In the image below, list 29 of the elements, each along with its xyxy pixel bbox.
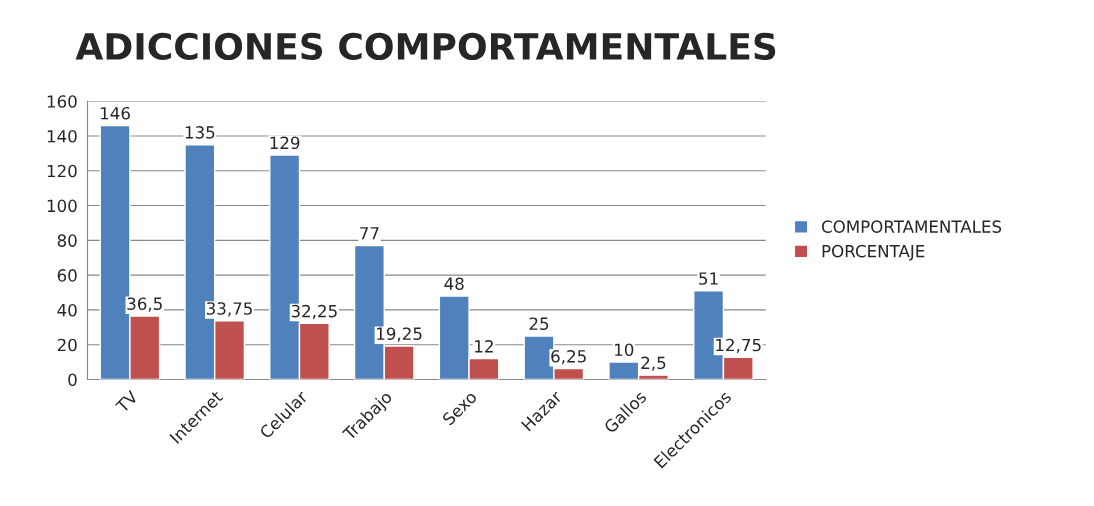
y-tick-label: 0 xyxy=(68,373,77,387)
y-tick-label: 100 xyxy=(47,199,77,213)
data-label: 12 xyxy=(475,340,493,353)
data-label: 19,25 xyxy=(377,327,422,342)
chart-title: ADICCIONES COMPORTAMENTALES xyxy=(75,32,776,61)
data-label: 36,5 xyxy=(127,297,162,312)
legend-label: PORCENTAJE xyxy=(822,244,925,261)
data-label: 2,5 xyxy=(641,356,666,371)
y-tick-label: 140 xyxy=(47,129,77,143)
data-label: 77 xyxy=(360,227,379,240)
data-label: 12,75 xyxy=(716,338,761,354)
data-label: 51 xyxy=(699,272,718,285)
y-tick-label: 120 xyxy=(47,164,77,178)
y-tick-label: 160 xyxy=(47,95,77,108)
data-label: 6,25 xyxy=(551,350,586,365)
data-label: 146 xyxy=(101,106,130,120)
y-tick-label: 20 xyxy=(57,338,77,352)
y-tick-label: 80 xyxy=(57,234,77,247)
y-tick-label: 60 xyxy=(57,269,77,282)
data-label: 135 xyxy=(185,126,215,139)
y-tick-label: 40 xyxy=(57,303,77,317)
x-tick-label: TV xyxy=(114,389,139,414)
data-label: 25 xyxy=(529,317,549,331)
legend-label: COMPORTAMENTALES xyxy=(821,220,1002,233)
data-label: 32,25 xyxy=(291,304,337,320)
data-label: 10 xyxy=(615,343,634,357)
data-label: 33,75 xyxy=(206,302,252,317)
data-label: 129 xyxy=(270,136,300,150)
data-label: 48 xyxy=(444,277,464,290)
